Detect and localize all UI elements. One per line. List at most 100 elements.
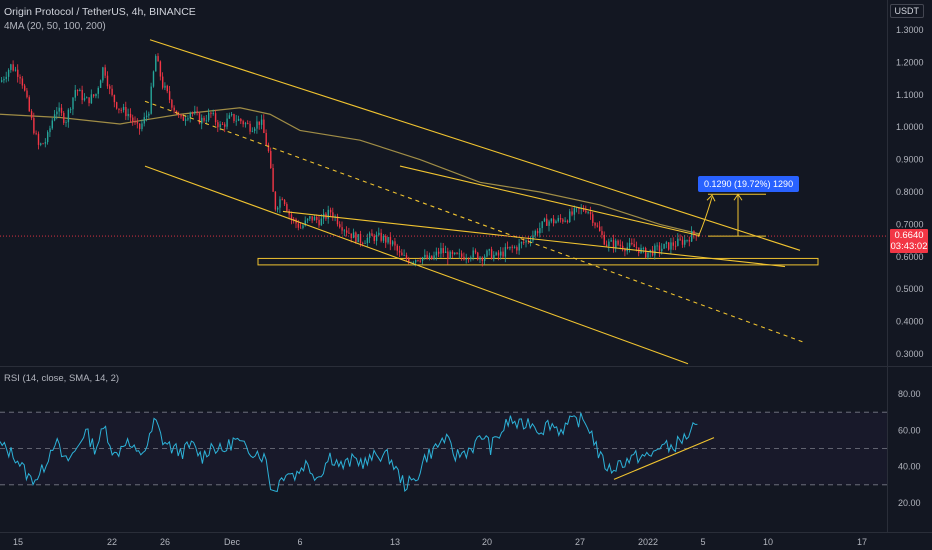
candle-body — [415, 259, 417, 263]
candle-body — [180, 114, 182, 117]
trendline-channel-top[interactable] — [149, 39, 801, 251]
candle-body — [520, 242, 523, 244]
candle-body — [486, 250, 488, 257]
candle-body — [288, 210, 290, 215]
candle-body — [14, 69, 17, 71]
indicator-legend[interactable]: 4MA (20, 50, 100, 200) — [4, 21, 106, 32]
candle-body — [235, 120, 237, 122]
candle-body — [458, 253, 461, 255]
candle-body — [553, 218, 555, 224]
trendline-rsi-rising-support[interactable] — [613, 437, 715, 480]
candle-body — [601, 231, 603, 235]
candle-body — [300, 227, 302, 229]
candle-body — [10, 64, 12, 70]
candle-body — [513, 247, 516, 248]
candle-body — [21, 78, 24, 86]
candle-body — [477, 252, 479, 260]
candle-body — [187, 118, 189, 120]
candle-body — [401, 252, 403, 256]
candle-body — [67, 109, 70, 123]
candle-body — [224, 124, 226, 127]
measure-arrow-head — [733, 193, 743, 201]
trendline-support-tangent[interactable] — [282, 210, 786, 268]
candle-body — [162, 76, 164, 88]
candle-body — [240, 118, 242, 122]
candle-body — [479, 257, 481, 260]
candle-body — [139, 123, 141, 130]
candle-body — [53, 114, 56, 121]
candle-body — [454, 252, 456, 255]
trendline-upper-tangent[interactable] — [399, 165, 701, 237]
candle-body — [493, 254, 495, 259]
rsi-tick-label: 40.00 — [898, 462, 921, 472]
candle-body — [357, 234, 359, 243]
time-tick-label: 5 — [700, 537, 705, 547]
candle-body — [212, 113, 214, 114]
time-tick-label: 13 — [390, 537, 400, 547]
candle-body — [329, 209, 332, 213]
price-tick-label: 0.5000 — [896, 284, 924, 294]
price-tick-label: 0.9000 — [896, 155, 924, 165]
candle-body — [208, 112, 210, 121]
candle-body — [550, 218, 553, 222]
candle-body — [532, 235, 534, 241]
projection-arrow[interactable] — [697, 197, 713, 238]
price-tick-label: 1.2000 — [896, 57, 924, 67]
candle-body — [525, 240, 527, 243]
candle-body — [1, 80, 3, 82]
candle-body — [81, 89, 83, 101]
candle-body — [451, 251, 454, 255]
candle-body — [42, 143, 44, 145]
candle-body — [633, 244, 635, 247]
projection-arrow-head — [706, 194, 716, 202]
trendline-channel-bottom[interactable] — [144, 165, 689, 365]
candle-body — [628, 242, 631, 248]
candle-body — [74, 90, 76, 98]
candle-body — [594, 222, 596, 226]
candle-body — [129, 113, 132, 118]
time-tick-label: 20 — [482, 537, 492, 547]
time-tick-label: 2022 — [638, 537, 658, 547]
price-tick-label: 0.7000 — [896, 219, 924, 229]
candle-body — [221, 124, 224, 125]
price-tick-label: 0.3000 — [896, 349, 924, 359]
currency-selector[interactable]: USDT — [889, 4, 924, 18]
candle-body — [113, 94, 116, 103]
candle-body — [111, 88, 113, 95]
candle-body — [302, 225, 304, 229]
price-range-measure-label[interactable]: 0.1290 (19.72%) 1290 — [698, 176, 800, 192]
candle-body — [645, 248, 647, 258]
candle-body — [242, 121, 244, 125]
candle-body — [274, 191, 277, 210]
candle-body — [168, 91, 171, 100]
candle-body — [339, 224, 341, 228]
trendline-channel-mid[interactable] — [144, 100, 806, 344]
candle-body — [642, 248, 645, 249]
candle-body — [691, 230, 693, 242]
candle-body — [189, 112, 191, 119]
candle-body — [343, 230, 346, 232]
candle-body — [63, 112, 65, 123]
candle-body — [622, 245, 624, 250]
candle-body — [70, 109, 72, 111]
support-zone-box[interactable] — [257, 257, 819, 266]
candle-body — [539, 228, 541, 234]
last-price-tag: 0.6640 03:43:02 — [890, 229, 928, 253]
candle-body — [465, 258, 467, 260]
candle-body — [136, 121, 139, 124]
candle-body — [534, 231, 536, 236]
candle-body — [688, 239, 691, 242]
candle-body — [76, 90, 79, 92]
candle-body — [548, 221, 550, 226]
candle-body — [449, 251, 451, 259]
candle-body — [651, 249, 654, 256]
candle-body — [605, 244, 608, 247]
rsi-legend[interactable]: RSI (14, close, SMA, 14, 2) — [4, 373, 120, 384]
candle-body — [693, 230, 695, 236]
candle-body — [58, 107, 60, 112]
candle-body — [166, 85, 168, 92]
candle-body — [566, 220, 569, 223]
candle-body — [201, 117, 203, 124]
candle-body — [481, 257, 484, 261]
